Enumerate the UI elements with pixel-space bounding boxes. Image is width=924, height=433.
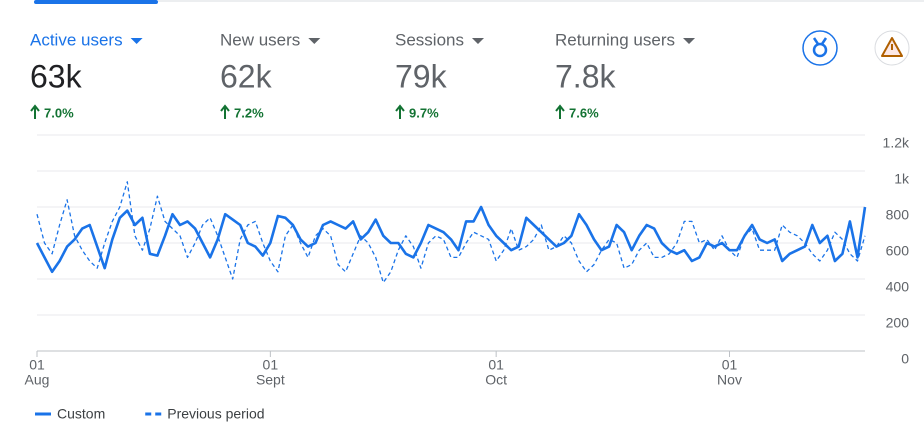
legend-item[interactable]: Custom xyxy=(35,406,105,422)
up-arrow xyxy=(30,104,40,119)
y-tick-label: 800 xyxy=(886,207,910,223)
icon-circle xyxy=(802,30,838,66)
up-arrow xyxy=(395,104,405,119)
metric-value: 63k xyxy=(30,58,83,94)
up-arrow xyxy=(220,104,230,119)
x-tick-label: 01 xyxy=(29,357,45,373)
x-tick-label: Sept xyxy=(256,372,285,388)
metric-card[interactable]: Active users 63k 7.0% xyxy=(30,30,143,120)
metric-card[interactable]: Returning users 7.8k 7.6% xyxy=(555,30,696,120)
legend-label: Previous period xyxy=(167,406,264,422)
up-arrow xyxy=(555,104,565,119)
metric-change: 7.0% xyxy=(44,105,74,120)
series-line xyxy=(35,205,867,274)
metric-value: 7.8k xyxy=(555,58,616,94)
x-tick-label: 01 xyxy=(263,357,279,373)
metric-card[interactable]: Sessions 79k 9.7% xyxy=(395,30,484,120)
metric-value: 79k xyxy=(395,58,448,94)
metric-change: 9.7% xyxy=(409,105,439,120)
x-tick-label: Nov xyxy=(717,372,742,388)
insights-icon[interactable] xyxy=(802,30,838,66)
metric-change: 7.2% xyxy=(234,105,264,120)
legend-label: Custom xyxy=(57,406,105,422)
icon-glyph xyxy=(812,37,828,45)
icon-glyph xyxy=(812,42,828,58)
x-tick-label: Oct xyxy=(485,372,507,388)
y-tick-label: 1.2k xyxy=(883,135,910,151)
active-tab-indicator xyxy=(34,0,158,4)
x-tick-label: 01 xyxy=(488,357,504,373)
y-tick-label: 200 xyxy=(886,315,910,331)
metric-label: Returning users xyxy=(555,30,675,49)
metric-label: New users xyxy=(220,30,300,49)
metric-label: Active users xyxy=(30,30,123,49)
y-tick-label: 1k xyxy=(894,171,910,187)
y-tick-label: 400 xyxy=(886,279,910,295)
y-tick-label: 0 xyxy=(901,351,909,367)
metric-change: 7.6% xyxy=(569,105,599,120)
metric-label: Sessions xyxy=(395,30,464,49)
dropdown-caret xyxy=(308,38,321,44)
legend-item[interactable]: Previous period xyxy=(145,406,265,422)
x-tick-label: Aug xyxy=(25,372,50,388)
x-tick-label: 01 xyxy=(722,357,738,373)
y-tick-label: 600 xyxy=(886,243,910,259)
metric-card[interactable]: New users 62k 7.2% xyxy=(220,30,321,120)
dropdown-caret xyxy=(471,38,484,44)
dropdown-caret xyxy=(683,38,696,44)
dropdown-caret xyxy=(130,38,143,44)
series-line xyxy=(36,181,866,284)
metric-value: 62k xyxy=(220,58,273,94)
warning-icon[interactable] xyxy=(874,30,910,66)
